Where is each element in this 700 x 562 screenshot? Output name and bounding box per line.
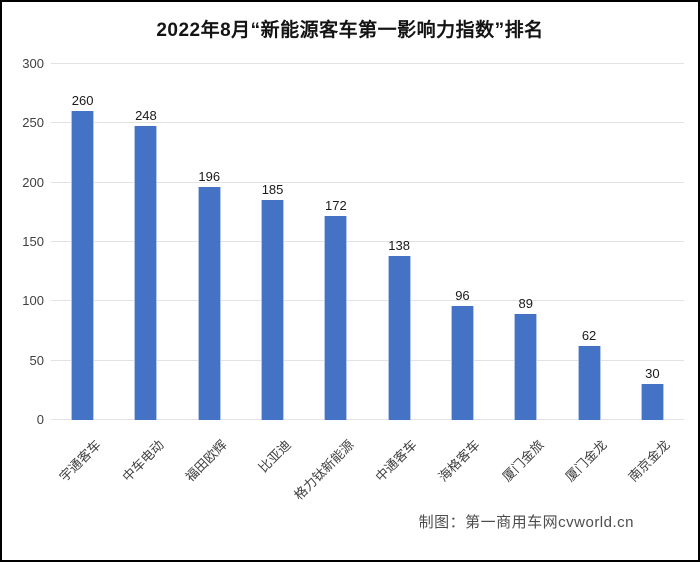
y-tick-label: 250: [22, 115, 44, 131]
x-category-label: 福田欧辉: [182, 437, 230, 485]
x-axis-labels: 宇通客车 中车电动 福田欧辉 比亚迪 格力钛新能源 中通客车 海格客车 厦门金旅 厦门金龙 南京金…: [51, 420, 684, 520]
credit-caption: 制图：第一商用车网cvworld.cn: [418, 514, 634, 531]
y-tick-label: 300: [22, 56, 44, 71]
x-category-label: 中车电动: [119, 437, 167, 485]
x-category-label: 厦门金龙: [562, 437, 610, 485]
x-category-label: 格力钛新能源: [290, 437, 357, 503]
plot-area: 260 248 196 185 172 138 96 89 62 30: [51, 63, 684, 420]
bar-value-label: 185: [261, 182, 284, 198]
x-category-label: 南京金龙: [625, 437, 674, 485]
bar: [640, 384, 664, 420]
bar: [324, 215, 348, 420]
chart-title: 2022年8月“新能源客车第一影响力指数”排名: [156, 20, 544, 41]
x-category-label: 宇通客车: [55, 437, 104, 485]
y-tick-label: 100: [22, 293, 44, 309]
bar: [577, 346, 601, 420]
bar-value-label: 30: [645, 366, 660, 382]
bar: [514, 314, 538, 420]
bar-value-label: 196: [198, 169, 221, 185]
bar: [134, 125, 158, 420]
gridline: [51, 300, 684, 302]
x-category-label: 海格客车: [435, 437, 484, 485]
y-tick-label: 200: [22, 174, 44, 190]
gridline: [51, 359, 684, 361]
bar: [71, 111, 95, 420]
x-category-label: 中通客车: [372, 437, 420, 485]
x-category-label: 比亚迪: [255, 437, 294, 476]
y-tick-label: 50: [29, 352, 44, 368]
y-tick-label: 0: [36, 412, 44, 427]
bar-value-label: 138: [388, 238, 410, 254]
bar-value-label: 172: [324, 197, 347, 213]
bar: [450, 306, 474, 420]
gridline: [51, 63, 684, 64]
bar-value-label: 260: [71, 93, 94, 109]
gridline: [51, 181, 684, 183]
bar-value-label: 89: [518, 296, 533, 312]
bar: [387, 256, 411, 420]
gridline: [51, 241, 684, 242]
bar: [197, 187, 221, 420]
gridline: [51, 122, 684, 124]
bar-value-label: 62: [581, 328, 597, 344]
bar-value-label: 248: [135, 107, 157, 123]
y-tick-label: 150: [22, 234, 44, 249]
bar: [261, 200, 285, 420]
bar-value-label: 96: [455, 288, 470, 304]
gridline: [51, 419, 684, 420]
x-category-label: 厦门金旅: [499, 437, 547, 485]
